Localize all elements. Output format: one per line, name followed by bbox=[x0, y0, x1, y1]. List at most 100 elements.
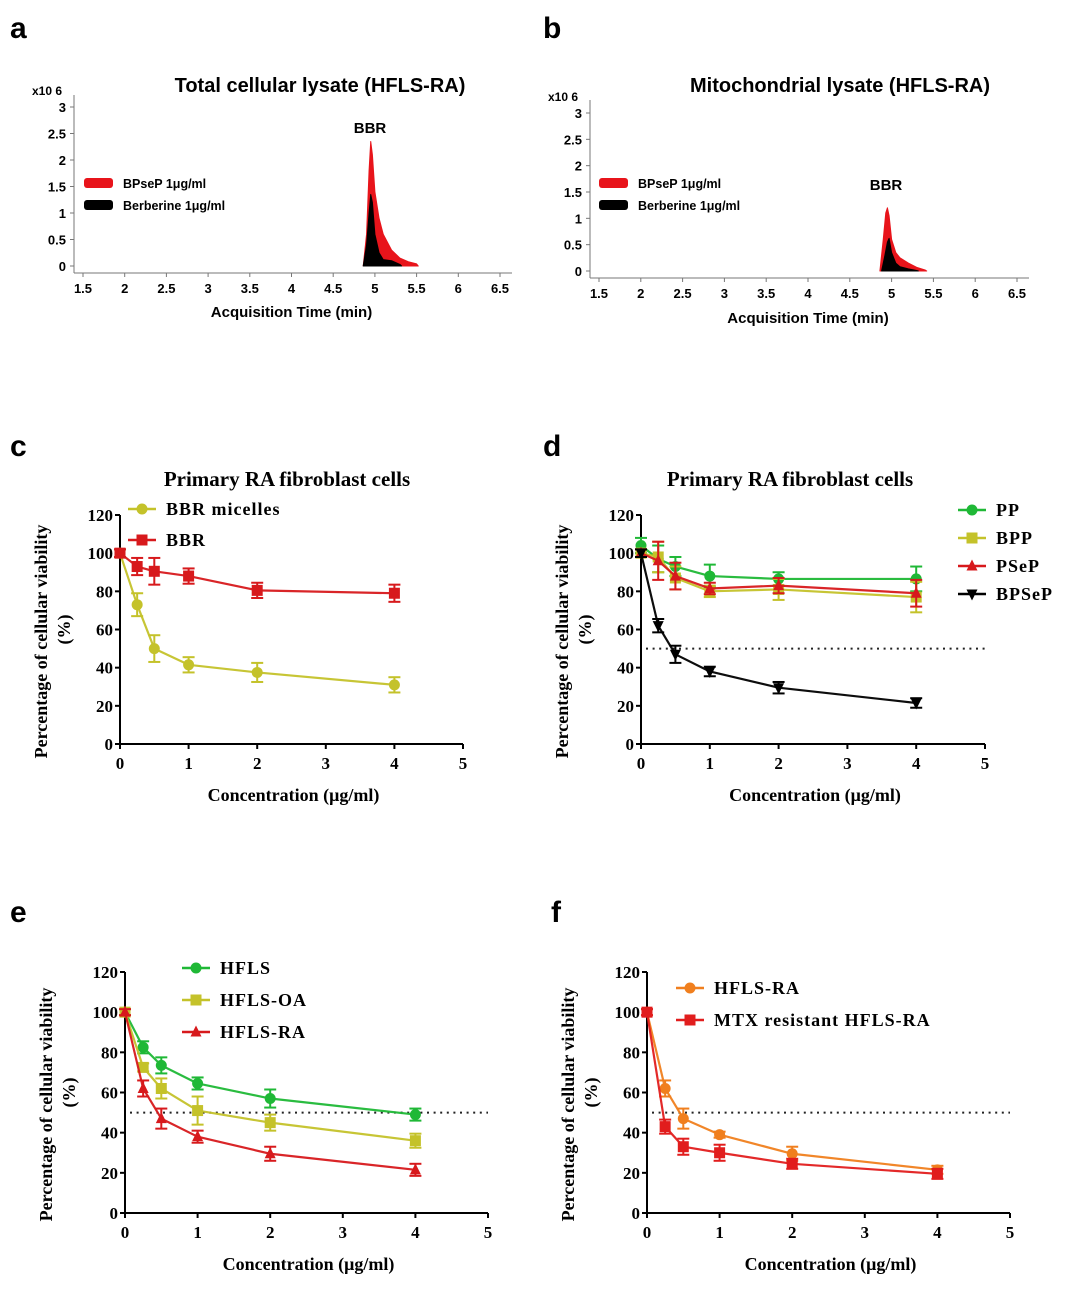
y-tick-label: 0 bbox=[105, 735, 114, 754]
y-tick-label: 40 bbox=[101, 1124, 118, 1143]
data-point-triangle bbox=[264, 1147, 276, 1159]
y-tick-label: 1.5 bbox=[48, 180, 66, 195]
x-tick-label: 6.5 bbox=[491, 281, 509, 296]
y-tick-label: 60 bbox=[623, 1084, 640, 1103]
chart-panel-e: 0 20 40 60 80 100 120 0 1 2 3 4 5 Concentration (μg/m… bbox=[36, 958, 492, 1275]
x-axis-title: Concentration (μg/ml) bbox=[223, 1254, 395, 1275]
data-point-square bbox=[190, 994, 202, 1006]
legend-swatch bbox=[84, 200, 113, 210]
panel-label-f: f bbox=[551, 896, 562, 929]
legend-swatch bbox=[599, 178, 628, 188]
y-tick-label: 80 bbox=[101, 1043, 118, 1062]
data-point-square bbox=[786, 1158, 798, 1170]
data-point-circle bbox=[131, 599, 143, 611]
data-point-circle bbox=[264, 1093, 276, 1105]
data-point-circle bbox=[137, 1041, 149, 1053]
legend-label: HFLS-RA bbox=[220, 1022, 306, 1042]
x-tick-label: 6 bbox=[455, 281, 462, 296]
panel-label-a: a bbox=[10, 12, 27, 45]
y-tick-label: 100 bbox=[609, 544, 635, 563]
y-tick-label: 1 bbox=[59, 206, 66, 221]
y-tick-label: 120 bbox=[615, 963, 641, 982]
legend-label: BBR micelles bbox=[166, 499, 280, 519]
x-tick-label: 2.5 bbox=[674, 286, 692, 301]
data-point-triangle bbox=[155, 1112, 167, 1124]
data-point-circle bbox=[786, 1148, 798, 1160]
x-tick-label: 2 bbox=[774, 754, 783, 773]
data-point-triangle-down bbox=[669, 649, 681, 661]
series-bbr-micelles bbox=[114, 547, 401, 694]
x-tick-label: 0 bbox=[643, 1223, 652, 1242]
series-bbr bbox=[114, 547, 401, 603]
data-point-circle bbox=[251, 666, 263, 678]
y-tick-label: 100 bbox=[88, 544, 114, 563]
legend-label: PP bbox=[996, 500, 1020, 520]
chromatogram-peak-bpsep bbox=[362, 140, 419, 267]
legend-label: HFLS-RA bbox=[714, 978, 800, 998]
x-tick-label: 3 bbox=[843, 754, 852, 773]
series-line bbox=[123, 1011, 416, 1142]
series-line bbox=[645, 1011, 938, 1171]
series-line bbox=[123, 1011, 416, 1171]
data-point-square bbox=[155, 1082, 167, 1094]
x-tick-label: 1 bbox=[184, 754, 193, 773]
x-tick-label: 5 bbox=[981, 754, 990, 773]
y-axis-title-unit: (%) bbox=[59, 1078, 80, 1108]
y-tick-label: 3 bbox=[575, 106, 582, 121]
data-point-circle bbox=[714, 1129, 726, 1141]
data-point-triangle-down bbox=[652, 621, 664, 633]
y-tick-label: 120 bbox=[93, 963, 119, 982]
data-point-circle bbox=[192, 1077, 204, 1089]
data-point-circle bbox=[190, 962, 202, 974]
y-tick-label: 20 bbox=[617, 697, 634, 716]
x-tick-label: 5 bbox=[888, 286, 895, 301]
legend-label: BBR bbox=[166, 530, 206, 550]
peak-annotation: BBR bbox=[870, 177, 903, 194]
x-tick-label: 1 bbox=[193, 1223, 202, 1242]
x-tick-label: 3.5 bbox=[757, 286, 775, 301]
legend-label: BPSeP bbox=[996, 584, 1053, 604]
x-tick-label: 3.5 bbox=[241, 281, 259, 296]
x-axis-title: Concentration (μg/ml) bbox=[745, 1254, 917, 1275]
y-tick-label: 60 bbox=[617, 621, 634, 640]
y-tick-label: 100 bbox=[615, 1003, 641, 1022]
chart-panel-d: Primary RA fibroblast cells0204060801001… bbox=[552, 467, 1053, 806]
data-point-triangle bbox=[190, 1025, 202, 1037]
data-point-triangle-down bbox=[635, 548, 647, 560]
y-tick-label: 20 bbox=[96, 697, 113, 716]
data-point-square bbox=[183, 570, 195, 582]
data-point-triangle bbox=[773, 579, 785, 591]
data-point-triangle bbox=[137, 1081, 149, 1093]
x-tick-label: 2 bbox=[253, 754, 262, 773]
data-point-square bbox=[137, 1061, 149, 1073]
x-tick-label: 2 bbox=[637, 286, 644, 301]
x-tick-label: 3 bbox=[339, 1223, 348, 1242]
legend-swatch bbox=[84, 178, 113, 188]
data-point-triangle bbox=[192, 1130, 204, 1142]
data-point-circle bbox=[136, 503, 148, 515]
x-tick-label: 5 bbox=[371, 281, 378, 296]
series-line bbox=[118, 552, 395, 686]
y-axis-title: Percentage of cellular viability bbox=[552, 525, 572, 759]
x-tick-label: 4 bbox=[411, 1223, 420, 1242]
data-point-triangle bbox=[652, 554, 664, 566]
legend-label: PSeP bbox=[996, 556, 1040, 576]
data-point-circle bbox=[388, 679, 400, 691]
x-axis-title: Concentration (μg/ml) bbox=[208, 785, 380, 806]
data-point-square bbox=[192, 1105, 204, 1117]
data-point-triangle bbox=[704, 581, 716, 593]
series-line bbox=[640, 552, 917, 595]
data-point-circle bbox=[659, 1082, 671, 1094]
x-tick-label: 4 bbox=[933, 1223, 942, 1242]
x-tick-label: 3 bbox=[861, 1223, 870, 1242]
data-point-square bbox=[659, 1121, 671, 1133]
data-point-square bbox=[114, 547, 126, 559]
chart-title: Primary RA fibroblast cells bbox=[164, 467, 410, 491]
y-tick-label: 1.5 bbox=[564, 185, 582, 200]
y-tick-label: 2 bbox=[575, 159, 582, 174]
x-tick-label: 5 bbox=[1006, 1223, 1015, 1242]
y-tick-label: 120 bbox=[88, 506, 114, 525]
y-tick-label: 20 bbox=[101, 1164, 118, 1183]
y-tick-label: 40 bbox=[96, 659, 113, 678]
